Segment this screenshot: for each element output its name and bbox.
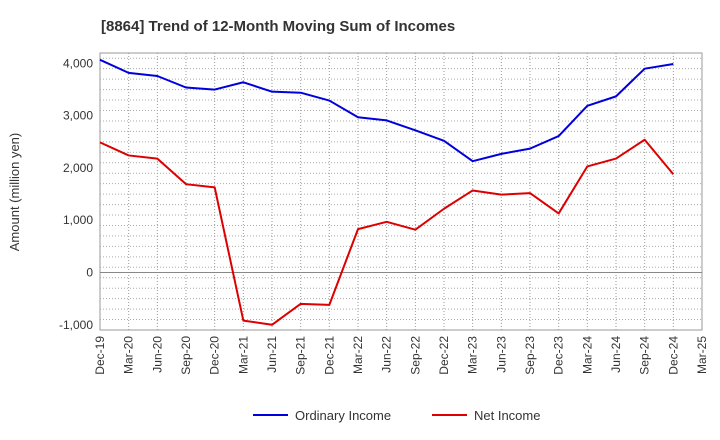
horizontal-grid xyxy=(100,57,702,321)
x-tick-label: Dec-22 xyxy=(437,336,451,375)
x-tick-label: Mar-22 xyxy=(351,336,365,374)
x-tick-label: Jun-24 xyxy=(609,336,623,373)
x-tick-label: Sep-21 xyxy=(294,336,308,375)
x-tick-label: Sep-20 xyxy=(179,336,193,375)
x-tick-label: Jun-23 xyxy=(494,336,508,373)
legend-label-ordinary-income: Ordinary Income xyxy=(295,408,391,423)
chart-title: [8864] Trend of 12-Month Moving Sum of I… xyxy=(101,18,455,35)
y-tick-label: 0 xyxy=(86,266,93,280)
x-tick-label: Dec-21 xyxy=(322,336,336,375)
x-tick-label: Jun-20 xyxy=(150,336,164,373)
x-tick-label: Dec-20 xyxy=(208,336,222,375)
x-tick-label: Dec-24 xyxy=(666,336,680,375)
series-line-net-income xyxy=(99,138,675,326)
series-line-ordinary-income xyxy=(99,58,674,163)
x-tick-label: Mar-25 xyxy=(695,336,709,374)
x-tick-label: Sep-24 xyxy=(638,336,652,375)
y-axis-label: Amount (million yen) xyxy=(7,133,22,252)
x-tick-label: Mar-20 xyxy=(122,336,136,374)
plot-frame xyxy=(99,52,703,331)
x-tick-label: Mar-24 xyxy=(580,336,594,374)
y-tick-label: 4,000 xyxy=(63,56,93,70)
series-lines xyxy=(99,58,675,326)
x-tick-label: Sep-23 xyxy=(523,336,537,375)
y-tick-label: 2,000 xyxy=(63,161,93,175)
x-tick-label: Mar-21 xyxy=(236,336,250,374)
x-tick-label: Dec-19 xyxy=(93,336,107,375)
x-tick-label: Jun-22 xyxy=(380,336,394,373)
x-tick-label: Mar-23 xyxy=(466,336,480,374)
x-tick-labels: Dec-19 Mar-20 Jun-20 Sep-20 Dec-20 Mar-21 Jun-… xyxy=(93,336,709,375)
legend: Ordinary Income Net Income xyxy=(253,408,540,423)
x-tick-label: Dec-23 xyxy=(552,336,566,375)
x-tick-label: Jun-21 xyxy=(265,336,279,373)
y-tick-label: -1,000 xyxy=(59,318,93,332)
y-tick-labels: -1,000 0 1,000 2,000 3,000 4,000 xyxy=(59,56,93,331)
y-tick-label: 3,000 xyxy=(63,109,93,123)
y-tick-label: 1,000 xyxy=(63,213,93,227)
x-tick-label: Sep-22 xyxy=(408,336,422,375)
legend-label-net-income: Net Income xyxy=(474,408,540,423)
